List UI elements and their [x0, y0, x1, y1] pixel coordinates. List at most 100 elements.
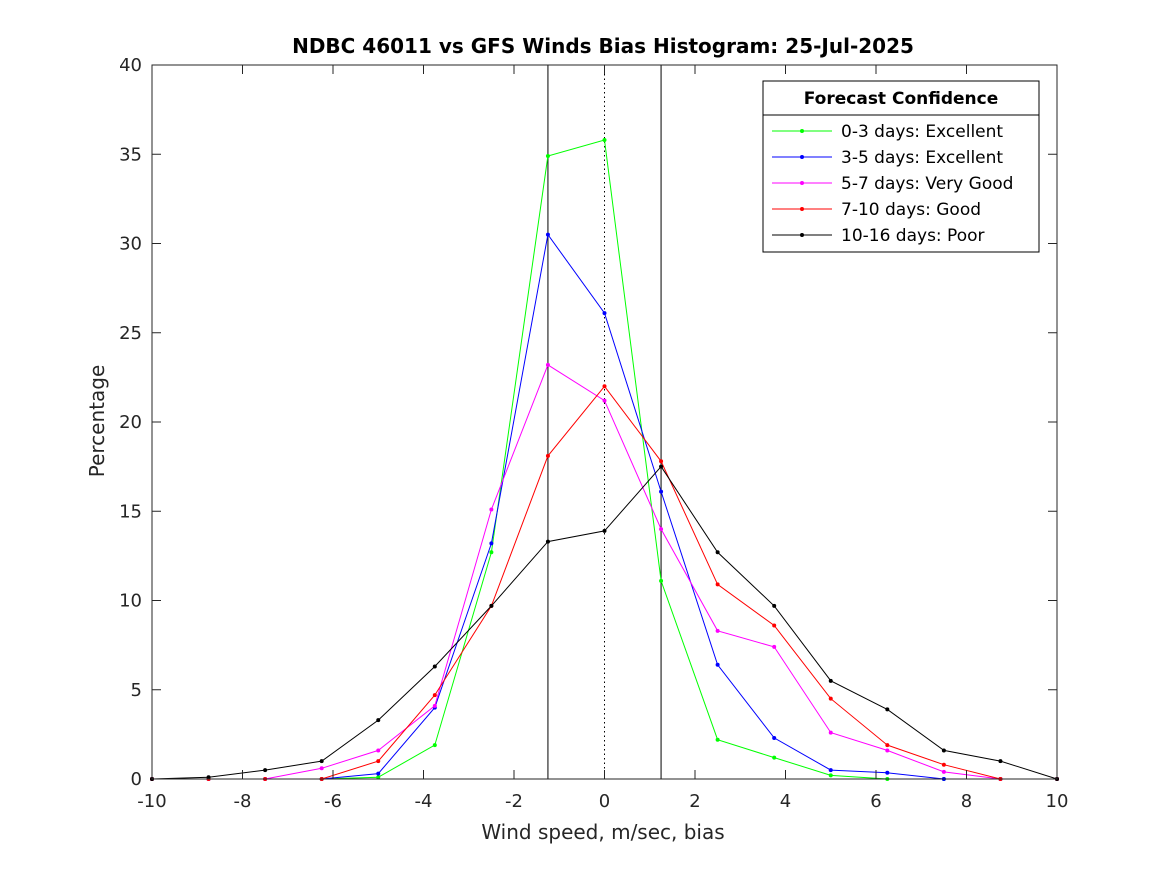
data-point: [715, 550, 720, 555]
data-point: [432, 743, 437, 748]
data-point: [885, 770, 890, 775]
data-point: [376, 771, 381, 776]
data-point: [602, 311, 607, 316]
data-point: [772, 755, 777, 760]
legend-label: 7-10 days: Good: [841, 200, 981, 220]
x-tick-label: 8: [961, 791, 972, 812]
data-point: [489, 541, 494, 546]
data-point: [489, 507, 494, 512]
reference-lines: [547, 65, 662, 779]
data-point: [715, 582, 720, 587]
data-point: [602, 398, 607, 403]
data-point: [659, 459, 664, 464]
data-point: [659, 489, 664, 494]
y-tick-label: 20: [119, 412, 142, 433]
y-tick-label: 10: [119, 591, 142, 612]
legend: Forecast Confidence 0-3 days: Excellent 3…: [762, 80, 1040, 253]
data-point: [715, 737, 720, 742]
data-point: [772, 644, 777, 649]
data-point: [998, 759, 1003, 764]
data-point: [602, 137, 607, 142]
x-axis-label: Wind speed, m/sec, bias: [481, 820, 724, 844]
axes-layer: -10 -8 -6 -4 -2 0 2 4 6 8 10 0 5 10 15 20 25 30 35 40: [119, 55, 1068, 812]
x-tick-label: 0: [599, 791, 610, 812]
data-point: [602, 528, 607, 533]
data-point: [602, 384, 607, 389]
data-point: [376, 748, 381, 753]
data-point: [376, 775, 381, 780]
y-tick-label: 40: [119, 55, 142, 76]
y-tick-label: 0: [131, 769, 142, 790]
x-tick-label: 2: [689, 791, 700, 812]
legend-box: [762, 80, 1040, 253]
x-tick-label: -6: [324, 791, 342, 812]
data-point: [659, 464, 664, 469]
data-point: [715, 662, 720, 667]
legend-marker: [800, 155, 804, 159]
data-point: [432, 703, 437, 708]
data-point: [432, 693, 437, 698]
legend-label: 3-5 days: Excellent: [841, 148, 1003, 168]
data-point: [885, 743, 890, 748]
y-tick-label: 5: [131, 680, 142, 701]
data-point: [263, 768, 268, 773]
legend-marker: [800, 129, 804, 133]
x-tick-label: -4: [415, 791, 433, 812]
legend-marker: [800, 233, 804, 237]
y-tick-label: 30: [119, 234, 142, 255]
data-point: [376, 759, 381, 764]
x-tick-label: -10: [137, 791, 166, 812]
y-tick-label: 25: [119, 323, 142, 344]
x-tick-label: 4: [780, 791, 791, 812]
legend-entry-4: 10-16 days: Poor: [772, 226, 985, 246]
data-point: [545, 154, 550, 159]
legend-label: 5-7 days: Very Good: [841, 174, 1013, 194]
series-4: [150, 464, 1059, 781]
data-point: [885, 707, 890, 712]
legend-entry-1: 3-5 days: Excellent: [772, 148, 1003, 168]
data-point: [319, 766, 324, 771]
data-point: [545, 362, 550, 367]
legend-title: Forecast Confidence: [804, 89, 999, 109]
data-point: [941, 748, 946, 753]
data-point: [545, 539, 550, 544]
data-point: [885, 748, 890, 753]
data-point: [828, 768, 833, 773]
data-point: [545, 232, 550, 237]
data-point: [489, 550, 494, 555]
data-point: [715, 628, 720, 633]
legend-label: 0-3 days: Excellent: [841, 122, 1003, 142]
data-point: [828, 730, 833, 735]
x-tick-label: 10: [1046, 791, 1069, 812]
legend-label: 10-16 days: Poor: [841, 226, 985, 246]
legend-marker: [800, 181, 804, 185]
data-point: [206, 775, 211, 780]
legend-entry-3: 7-10 days: Good: [772, 200, 981, 220]
data-point: [432, 664, 437, 669]
legend-entry-2: 5-7 days: Very Good: [772, 174, 1013, 194]
data-point: [828, 696, 833, 701]
y-axis-label: Percentage: [85, 365, 109, 478]
data-point: [319, 759, 324, 764]
legend-entries: 0-3 days: Excellent 3-5 days: Excellent 5-…: [772, 122, 1013, 246]
chart-title: NDBC 46011 vs GFS Winds Bias Histogram: …: [292, 34, 914, 58]
legend-marker: [800, 207, 804, 211]
data-point: [659, 527, 664, 532]
legend-entry-0: 0-3 days: Excellent: [772, 122, 1003, 142]
data-point: [376, 718, 381, 723]
y-tick-label: 35: [119, 144, 142, 165]
data-point: [941, 769, 946, 774]
data-point: [772, 603, 777, 608]
data-point: [659, 578, 664, 583]
data-point: [828, 678, 833, 683]
data-point: [941, 762, 946, 767]
data-point: [772, 623, 777, 628]
y-tick-label: 15: [119, 501, 142, 522]
data-point: [489, 603, 494, 608]
x-tick-label: -8: [234, 791, 252, 812]
data-point: [828, 773, 833, 778]
data-point: [772, 735, 777, 740]
x-tick-label: 6: [870, 791, 881, 812]
